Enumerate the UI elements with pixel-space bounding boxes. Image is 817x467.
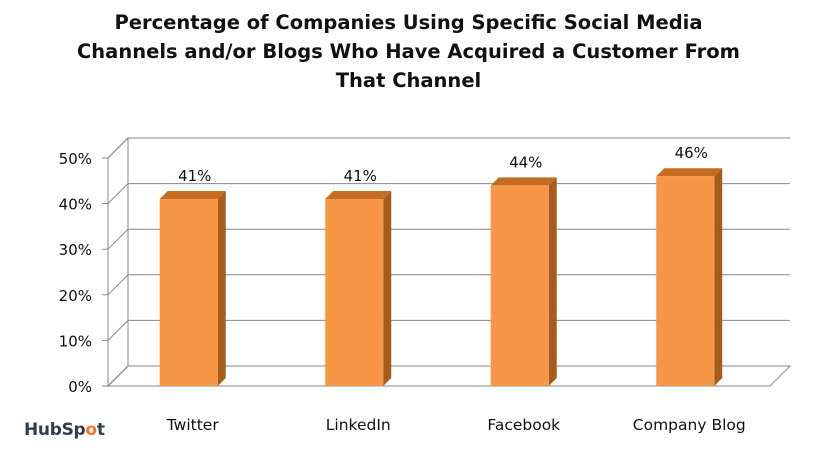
y-tick-label: 30% (59, 241, 92, 259)
bar-side (714, 168, 723, 386)
gridline-diagonal (107, 320, 129, 341)
data-label: 44% (509, 153, 542, 171)
title-line: That Channel (335, 69, 482, 92)
bar-side (383, 191, 392, 386)
chart-title: Percentage of Companies Using Specific S… (40, 8, 777, 95)
bar (490, 185, 549, 386)
bar-top (159, 191, 226, 200)
bar (159, 199, 218, 386)
bar (656, 176, 715, 386)
hubspot-logo: HubSpot (24, 420, 105, 440)
floor (106, 365, 792, 387)
bar (325, 199, 384, 386)
bar-top (656, 168, 723, 177)
bar-top (490, 177, 557, 186)
y-tick-label: 20% (59, 287, 92, 305)
y-tick-label: 10% (59, 332, 92, 350)
gridline-diagonal (107, 183, 129, 204)
bar-side (217, 191, 226, 386)
x-tick-label: Facebook (487, 416, 560, 434)
bar-side (548, 177, 557, 386)
bar-top (325, 191, 392, 200)
gridline-diagonal (107, 137, 129, 159)
y-tick-label: 50% (59, 150, 92, 168)
gridline-diagonal (107, 274, 129, 296)
title-line: Percentage of Companies Using Specific S… (114, 11, 703, 34)
data-label: 41% (178, 167, 211, 185)
x-tick-label: Twitter (166, 416, 220, 434)
x-tick-label: LinkedIn (326, 416, 391, 434)
y-tick-label: 40% (59, 196, 92, 214)
y-tick-label: 0% (68, 378, 92, 396)
data-label: 41% (344, 167, 377, 185)
x-tick-label: Company Blog (633, 416, 746, 434)
gridline-diagonal (107, 228, 129, 250)
title-line: Channels and/or Blogs Who Have Acquired … (76, 40, 740, 63)
data-label: 46% (675, 144, 708, 162)
side-wall (107, 136, 129, 388)
